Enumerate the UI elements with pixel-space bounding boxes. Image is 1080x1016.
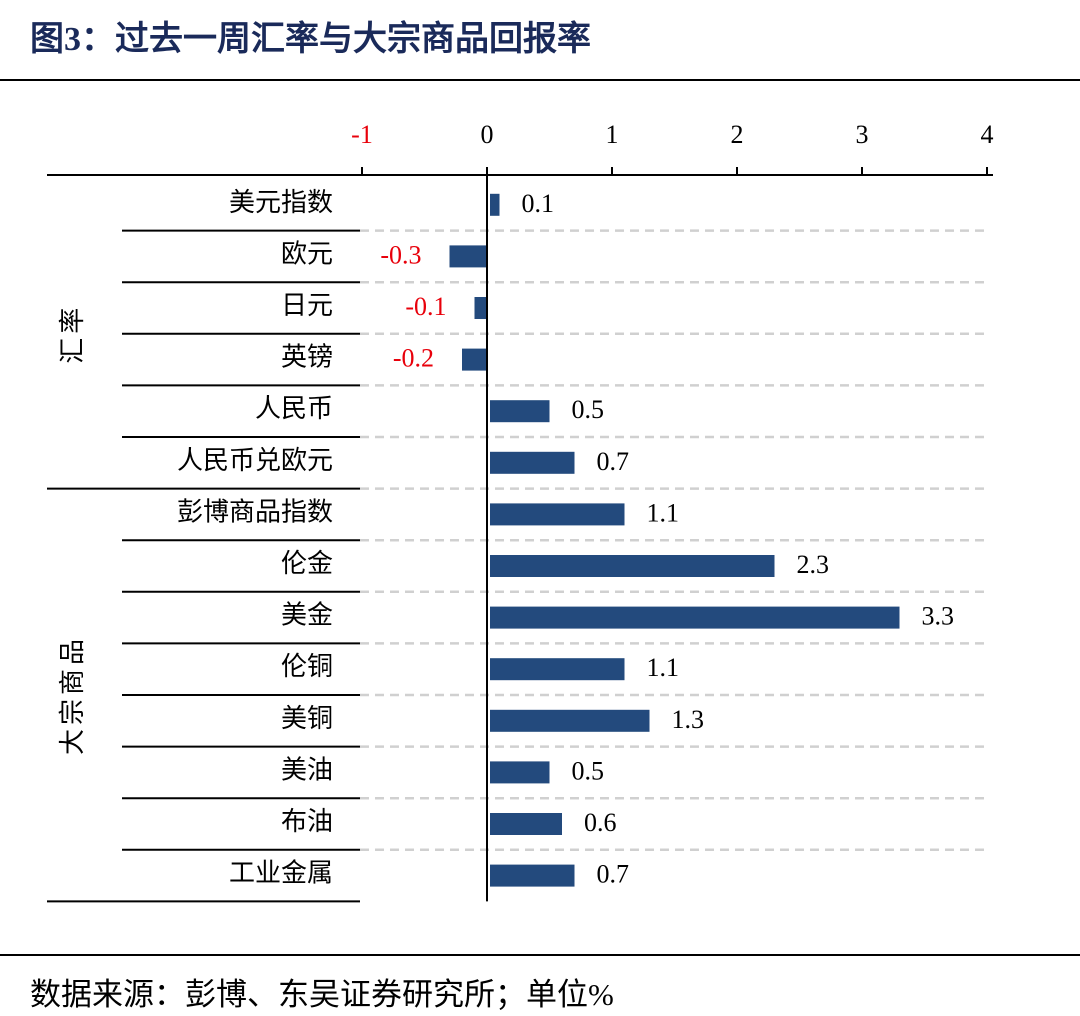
value-label: 0.7 [597, 860, 630, 889]
y-tick-label: 欧元 [281, 239, 333, 268]
bar [490, 606, 900, 629]
value-label: 1.3 [672, 705, 705, 734]
group-label: 汇率 [58, 304, 87, 364]
value-label: -0.1 [405, 292, 446, 321]
bar [449, 245, 487, 268]
bar [490, 503, 625, 526]
bar [490, 193, 500, 216]
chart-title: 图3：过去一周汇率与大宗商品回报率 [30, 19, 591, 58]
value-label: 3.3 [922, 602, 955, 631]
y-tick-label: 伦铜 [281, 652, 333, 681]
value-label: 0.5 [572, 756, 605, 785]
value-label: 0.5 [572, 395, 605, 424]
value-label: 2.3 [797, 550, 830, 579]
x-tick-label: 1 [606, 120, 619, 149]
value-label: 0.7 [597, 447, 630, 476]
bar [474, 297, 487, 319]
value-label: -0.3 [380, 240, 421, 269]
value-label: 1.1 [647, 653, 680, 682]
x-tick-label: -1 [351, 120, 373, 149]
value-label: -0.2 [393, 344, 434, 373]
value-label: 0.6 [584, 808, 617, 837]
x-tick-label: 3 [856, 120, 869, 149]
y-tick-label: 美油 [281, 755, 333, 784]
y-tick-label: 工业金属 [229, 859, 333, 888]
value-label: 0.1 [522, 189, 555, 218]
bar [490, 761, 550, 784]
x-tick-label: 2 [731, 120, 744, 149]
source-note: 数据来源：彭博、东吴证券研究所；单位% [30, 977, 614, 1012]
value-label: 1.1 [647, 498, 680, 527]
y-tick-label: 布油 [281, 807, 333, 836]
bar [490, 451, 575, 474]
y-tick-label: 美金 [281, 601, 333, 630]
group-label: 大宗商品 [58, 635, 87, 755]
bar [490, 400, 550, 423]
y-tick-label: 人民币 [255, 394, 333, 423]
y-tick-label: 英镑 [281, 343, 333, 372]
bar [490, 813, 562, 835]
bar [490, 658, 625, 681]
bar [490, 555, 775, 577]
bar [462, 348, 487, 371]
y-tick-label: 彭博商品指数 [177, 497, 333, 526]
bar [490, 864, 575, 887]
bar [490, 709, 650, 732]
y-tick-label: 人民币兑欧元 [177, 446, 333, 475]
y-tick-label: 美元指数 [229, 188, 333, 217]
x-tick-label: 4 [981, 120, 994, 149]
y-tick-label: 伦金 [281, 549, 333, 578]
y-tick-label: 美铜 [281, 704, 333, 733]
x-tick-label: 0 [481, 120, 494, 149]
y-tick-label: 日元 [281, 291, 333, 320]
